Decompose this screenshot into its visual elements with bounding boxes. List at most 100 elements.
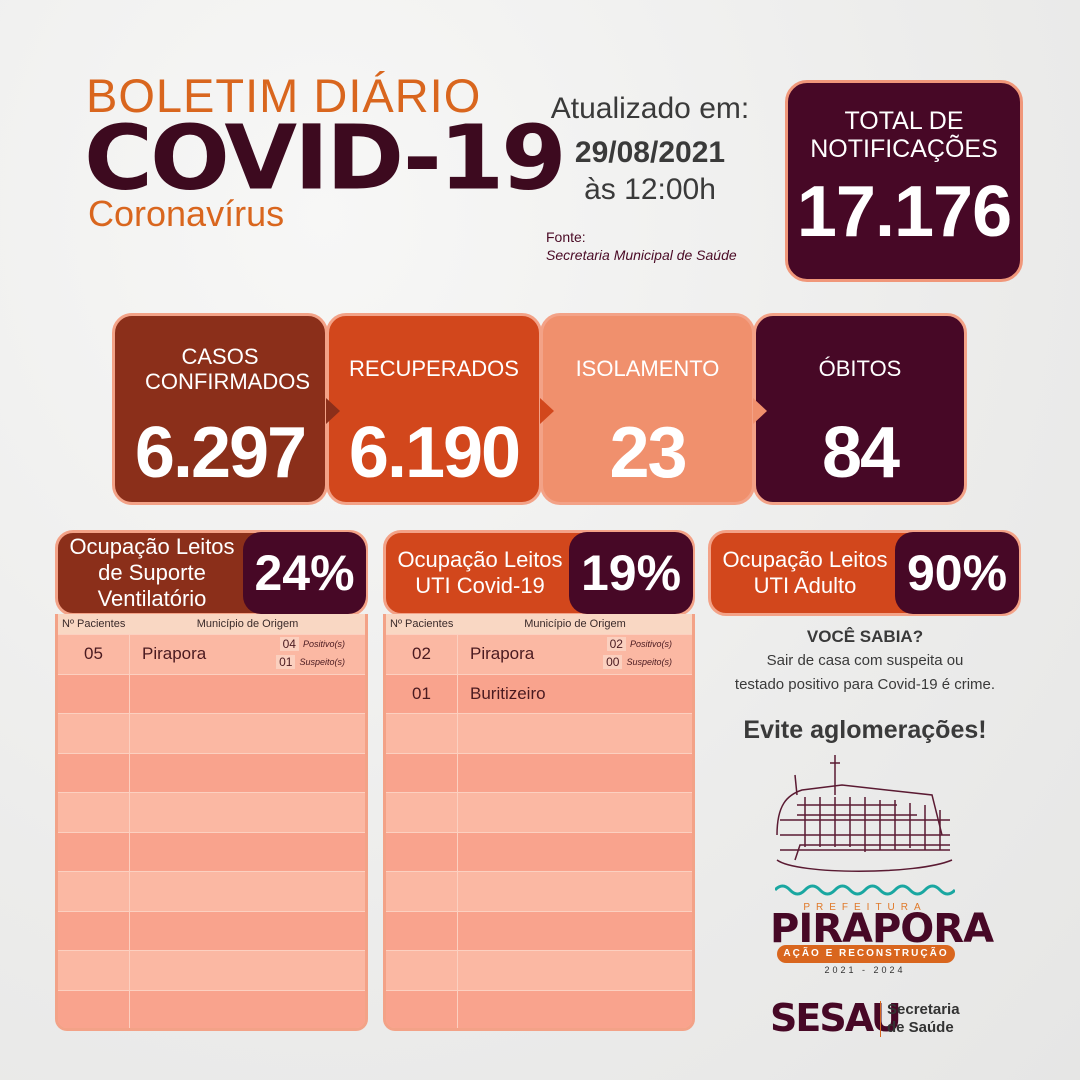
city-name: Pirapora — [142, 644, 207, 663]
table-row: 01 Buritizeiro — [386, 673, 692, 714]
steamboat-logo-icon — [776, 755, 953, 872]
cell-patients — [58, 714, 130, 753]
table-row — [386, 831, 692, 871]
suspect-count: 01 Suspeito(s) — [276, 655, 345, 669]
cell-patients — [58, 872, 130, 911]
cell-city: Pirapora 02 Positivo(s) 00 Suspeito(s) — [458, 635, 692, 674]
slogan: Evite aglomerações! — [743, 716, 987, 744]
updated-time: às 12:00h — [584, 173, 716, 206]
card-value: 6.297 — [134, 413, 307, 493]
suspect-label: Suspeito(s) — [299, 657, 345, 667]
card-recovered: RECUPERADOS 6.190 — [326, 313, 542, 505]
cell-city — [458, 912, 692, 951]
cell-city — [458, 754, 692, 793]
positive-count: 04 Positivo(s) — [279, 637, 345, 651]
table-row — [386, 950, 692, 990]
table-row — [386, 871, 692, 911]
cell-patients — [58, 951, 130, 990]
occupancy-percent: 90% — [895, 532, 1019, 614]
card-value: 84 — [821, 413, 900, 493]
cell-city — [130, 675, 365, 714]
info-text-1: Sair de casa com suspeita ou — [766, 652, 964, 669]
updated-label: Atualizado em: — [550, 92, 750, 125]
occupancy-uti-adult: Ocupação Leitos UTI Adulto 90% — [708, 530, 1021, 616]
card-label: ISOLAMENTO — [575, 356, 720, 381]
positive-label: Positivo(s) — [629, 639, 672, 649]
title-covid: COVID-19 — [84, 106, 567, 211]
table-row — [386, 792, 692, 832]
total-value: 17.176 — [796, 172, 1012, 252]
table-row — [58, 950, 365, 990]
suspect-count: 00 Suspeito(s) — [603, 655, 672, 669]
occupancy-percent: 24% — [243, 532, 366, 614]
table-header: Nº Pacientes Município de Origem — [386, 614, 692, 634]
wave-icon — [775, 884, 955, 896]
arrow-icon — [540, 398, 554, 424]
sesau-text: Secretaria de Saúde — [887, 1001, 960, 1037]
positive-label: Positivo(s) — [302, 639, 345, 649]
cell-patients — [386, 990, 458, 1028]
suspect-value: 00 — [603, 655, 623, 669]
title-coronavirus: Coronavírus — [88, 193, 285, 234]
header-city: Município de Origem — [524, 618, 626, 630]
card-value: 6.190 — [348, 413, 521, 493]
updated-date: 29/08/2021 — [574, 136, 726, 169]
cell-city: Buritizeiro — [458, 675, 692, 714]
cell-patients — [386, 832, 458, 871]
cell-patients: 02 — [386, 635, 458, 674]
occupancy-ventilatory: Ocupação Leitos de Suporte Ventilatório … — [55, 530, 368, 616]
table-row — [386, 989, 692, 1029]
occupancy-label: Ocupação Leitos de Suporte Ventilatório — [69, 534, 235, 611]
sesau-divider — [880, 1001, 881, 1037]
occupancy-percent: 19% — [569, 532, 693, 614]
city-name: Pirapora — [470, 644, 535, 663]
cell-patients — [386, 714, 458, 753]
cell-city — [458, 714, 692, 753]
suspect-label: Suspeito(s) — [626, 657, 672, 667]
cell-patients — [386, 872, 458, 911]
cell-patients — [58, 753, 130, 792]
table-row — [58, 831, 365, 872]
cell-patients — [386, 951, 458, 990]
table-row — [386, 713, 692, 753]
card-label: CASOS CONFIRMADOS — [145, 344, 310, 394]
cell-city — [130, 793, 365, 832]
cell-patients — [386, 911, 458, 950]
positive-value: 02 — [606, 637, 626, 651]
card-isolation: ISOLAMENTO 23 — [540, 313, 755, 505]
occupancy-uti-covid: Ocupação Leitos UTI Covid-19 19% — [383, 530, 695, 616]
card-confirmed: CASOS CONFIRMADOS 6.297 — [112, 313, 328, 505]
table-header: Nº Pacientes Município de Origem — [58, 614, 365, 634]
table-row — [58, 673, 365, 714]
source-name: Secretaria Municipal de Saúde — [546, 247, 737, 263]
cell-city — [130, 872, 365, 911]
cell-patients: 05 — [58, 635, 130, 674]
table-row — [386, 910, 692, 951]
cell-city — [458, 793, 692, 832]
cell-city — [130, 754, 365, 793]
cell-city — [458, 991, 692, 1029]
patients-table-ventilatory: Nº Pacientes Município de Origem 05 Pirapor… — [55, 614, 368, 1031]
sesau-line-2: de Saúde — [887, 1019, 954, 1036]
cell-city — [130, 833, 365, 872]
cell-patients — [58, 674, 130, 713]
info-title: VOCÊ SABIA? — [806, 627, 924, 646]
positive-value: 04 — [279, 637, 299, 651]
table-row — [386, 752, 692, 793]
table-row: 02 Pirapora 02 Positivo(s) 00 Suspeito(s) — [386, 634, 692, 674]
header-patients: Nº Pacientes — [390, 618, 454, 630]
title-boletim: BOLETIM DIÁRIO — [86, 69, 482, 122]
cell-patients — [386, 753, 458, 792]
logo-years: 2021 - 2024 — [824, 965, 906, 975]
sesau-line-1: Secretaria — [887, 1001, 960, 1018]
logo-city: PIRAPORA — [770, 906, 994, 952]
card-value: 23 — [609, 413, 687, 493]
cell-patients — [386, 793, 458, 832]
positive-count: 02 Positivo(s) — [606, 637, 672, 651]
table-row — [58, 989, 365, 1028]
cell-patients — [58, 911, 130, 950]
cell-city — [130, 912, 365, 951]
arrow-icon — [753, 398, 767, 424]
cell-city — [130, 951, 365, 990]
cell-patients — [58, 793, 130, 832]
